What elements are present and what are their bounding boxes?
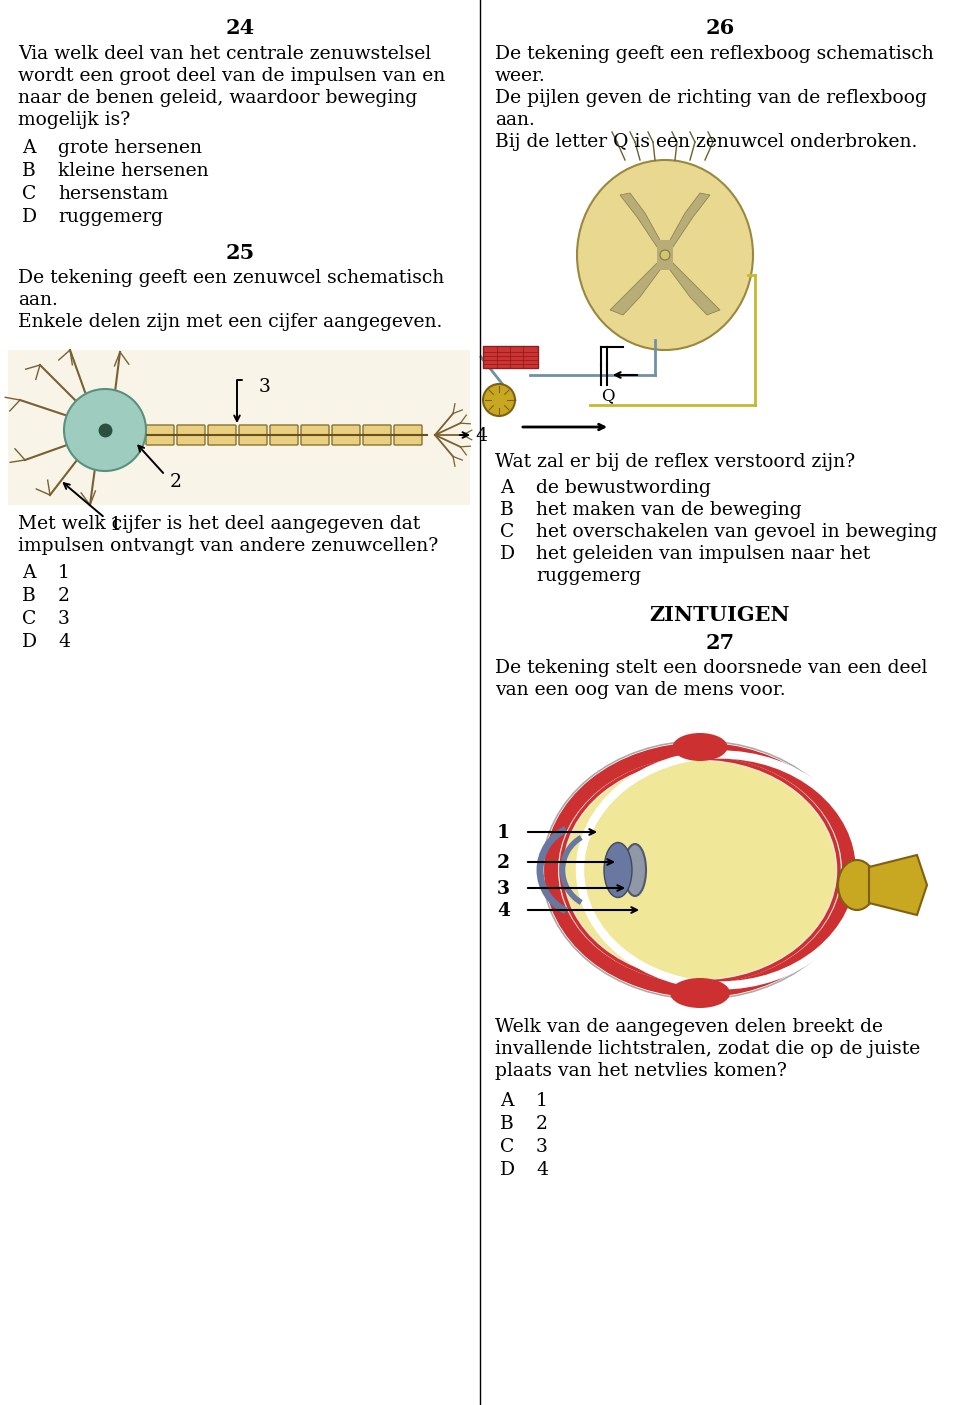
Text: wordt een groot deel van de impulsen van en: wordt een groot deel van de impulsen van… [18,67,445,84]
Text: impulsen ontvangt van andere zenuwcellen?: impulsen ontvangt van andere zenuwcellen… [18,537,439,555]
Text: Wat zal er bij de reflex verstoord zijn?: Wat zal er bij de reflex verstoord zijn? [495,452,855,471]
Text: ruggemerg: ruggemerg [536,568,641,584]
Text: B: B [22,587,36,606]
Text: D: D [22,634,37,651]
FancyBboxPatch shape [394,424,422,445]
FancyBboxPatch shape [332,424,360,445]
FancyBboxPatch shape [239,424,267,445]
Text: D: D [500,545,516,563]
Polygon shape [670,263,720,315]
Text: naar de benen geleid, waardoor beweging: naar de benen geleid, waardoor beweging [18,89,418,107]
Circle shape [660,250,670,260]
Text: A: A [500,479,514,497]
Text: De tekening geeft een zenuwcel schematisch: De tekening geeft een zenuwcel schematis… [18,268,444,287]
Text: 2: 2 [58,587,70,606]
Text: 4: 4 [475,427,487,445]
Text: C: C [22,610,36,628]
FancyBboxPatch shape [8,350,470,504]
Ellipse shape [564,762,836,979]
Ellipse shape [577,160,753,350]
Text: B: B [22,162,36,180]
Text: De tekening geeft een reflexboog schematisch: De tekening geeft een reflexboog schemat… [495,45,934,63]
Text: 1: 1 [58,563,70,582]
Text: De tekening stelt een doorsnede van een deel: De tekening stelt een doorsnede van een … [495,659,927,677]
Text: B: B [500,502,514,518]
Text: D: D [500,1161,516,1179]
Text: Bij de letter Q is een zenuwcel onderbroken.: Bij de letter Q is een zenuwcel onderbro… [495,133,918,150]
Ellipse shape [604,843,632,898]
Text: 4: 4 [497,902,510,920]
Text: het geleiden van impulsen naar het: het geleiden van impulsen naar het [536,545,871,563]
Polygon shape [620,192,660,247]
Text: weer.: weer. [495,67,545,84]
FancyBboxPatch shape [301,424,329,445]
Text: 27: 27 [706,634,734,653]
Polygon shape [670,192,710,247]
Text: De pijlen geven de richting van de reflexboog: De pijlen geven de richting van de refle… [495,89,926,107]
Ellipse shape [670,978,730,1007]
Text: ruggemerg: ruggemerg [58,208,163,226]
Text: C: C [22,185,36,202]
Ellipse shape [64,389,146,471]
Text: Welk van de aangegeven delen breekt de: Welk van de aangegeven delen breekt de [495,1019,883,1035]
Polygon shape [610,263,660,315]
Text: aan.: aan. [495,111,535,129]
Text: plaats van het netvlies komen?: plaats van het netvlies komen? [495,1062,787,1080]
Text: 26: 26 [706,18,734,38]
Text: 2: 2 [497,854,510,873]
FancyBboxPatch shape [363,424,391,445]
Text: 1: 1 [536,1092,548,1110]
Ellipse shape [547,746,852,993]
Text: ZINTUIGEN: ZINTUIGEN [650,606,790,625]
Text: A: A [500,1092,514,1110]
Ellipse shape [483,384,515,416]
Ellipse shape [838,860,876,910]
Text: 4: 4 [536,1161,548,1179]
FancyBboxPatch shape [177,424,205,445]
Text: invallende lichtstralen, zodat die op de juiste: invallende lichtstralen, zodat die op de… [495,1040,921,1058]
Ellipse shape [624,844,646,896]
Text: grote hersenen: grote hersenen [58,139,202,157]
Text: mogelijk is?: mogelijk is? [18,111,131,129]
Text: B: B [500,1116,514,1132]
Text: A: A [22,139,36,157]
Text: het maken van de beweging: het maken van de beweging [536,502,802,518]
Text: A: A [22,563,36,582]
Text: van een oog van de mens voor.: van een oog van de mens voor. [495,681,785,700]
Text: 24: 24 [226,18,254,38]
Text: D: D [22,208,37,226]
Text: 3: 3 [259,378,271,396]
Text: 3: 3 [536,1138,548,1156]
FancyBboxPatch shape [146,424,174,445]
Text: 3: 3 [58,610,70,628]
Text: Via welk deel van het centrale zenuwstelsel: Via welk deel van het centrale zenuwstel… [18,45,431,63]
Text: 3: 3 [497,880,510,898]
FancyBboxPatch shape [483,346,538,368]
Ellipse shape [673,733,728,762]
Text: kleine hersenen: kleine hersenen [58,162,208,180]
Text: 2: 2 [536,1116,548,1132]
FancyBboxPatch shape [270,424,298,445]
Text: Met welk cijfer is het deel aangegeven dat: Met welk cijfer is het deel aangegeven d… [18,516,420,532]
Ellipse shape [542,740,857,999]
Polygon shape [869,856,927,915]
Text: C: C [500,1138,515,1156]
FancyBboxPatch shape [208,424,236,445]
Text: Q: Q [601,386,614,405]
Text: aan.: aan. [18,291,58,309]
Text: Enkele delen zijn met een cijfer aangegeven.: Enkele delen zijn met een cijfer aangege… [18,313,443,332]
Text: 4: 4 [58,634,70,651]
Text: 1: 1 [497,823,510,842]
Text: 2: 2 [170,473,182,490]
Text: de bewustwording: de bewustwording [536,479,710,497]
Text: hersenstam: hersenstam [58,185,168,202]
Text: het overschakelen van gevoel in beweging: het overschakelen van gevoel in beweging [536,523,937,541]
Polygon shape [657,240,673,270]
Text: C: C [500,523,515,541]
Text: 1: 1 [110,516,122,534]
Text: 25: 25 [226,243,254,263]
